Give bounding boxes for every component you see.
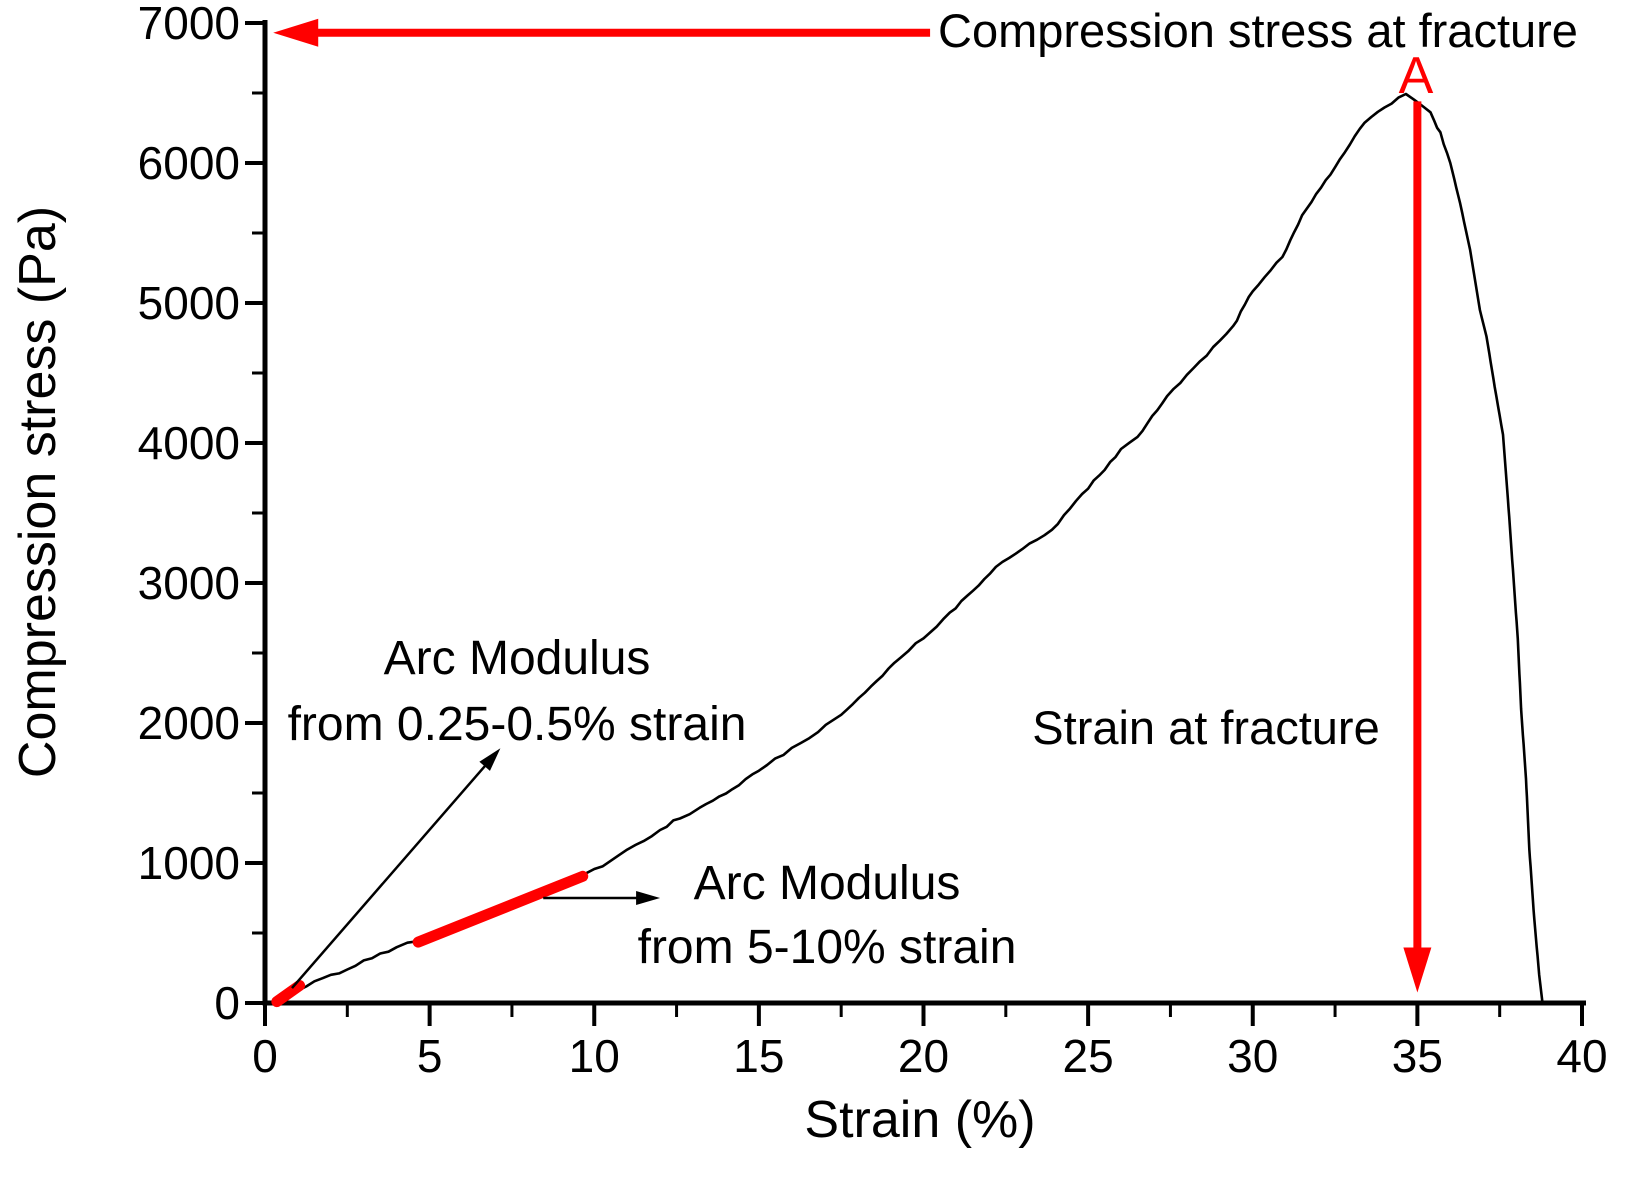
strain-at-fracture-arrow-head <box>1403 947 1432 993</box>
annotation-arc-modulus-025-05: Arc Modulus from 0.25-0.5% strain <box>288 626 747 758</box>
stress-strain-curve <box>274 92 1544 1005</box>
annotation-strain-at-fracture: Strain at fracture <box>1032 701 1380 754</box>
x-tick-label: 5 <box>416 1030 443 1082</box>
annotation-arc-modulus-5-10-line1: Arc Modulus <box>693 857 961 910</box>
y-tick-label: 3000 <box>137 557 240 609</box>
x-tick-label: 20 <box>897 1030 950 1082</box>
arc-modulus-segment-025-05 <box>271 980 306 1008</box>
annotation-arc-modulus-5-10: Arc Modulus from 5-10% strain <box>638 852 1017 980</box>
x-tick-label: 15 <box>733 1030 785 1082</box>
y-tick-label: 1000 <box>137 837 240 889</box>
y-tick-label: 7000 <box>137 0 240 49</box>
annotation-point-a-label: A <box>1398 47 1434 105</box>
y-tick-label: 2000 <box>137 697 240 749</box>
x-tick-label: 35 <box>1391 1030 1443 1082</box>
annotation-arc-modulus-5-10-line2: from 5-10% strain <box>637 921 1017 974</box>
compression-stress-at-fracture-arrow-head <box>273 18 319 47</box>
annotation-arc-modulus-025-05-line1: Arc Modulus <box>383 632 651 685</box>
x-tick-label: 40 <box>1556 1030 1608 1082</box>
y-tick-label: 6000 <box>137 137 240 189</box>
y-tick-label: 0 <box>214 977 240 1029</box>
x-tick-label: 30 <box>1227 1030 1279 1082</box>
annotation-arc-modulus-025-05-line2: from 0.25-0.5% strain <box>287 698 747 751</box>
y-tick-label: 5000 <box>137 277 240 329</box>
arc-modulus-1-arrow-shaft <box>291 763 487 989</box>
x-axis-title: Strain (%) <box>804 1091 1036 1149</box>
arc-modulus-2-arrow-head <box>636 891 661 905</box>
x-tick-label: 0 <box>252 1030 278 1082</box>
x-tick-label: 10 <box>568 1030 620 1082</box>
annotation-compression-stress-at-fracture: Compression stress at fracture <box>938 4 1578 57</box>
arc-modulus-segment-5-10 <box>412 870 589 948</box>
y-tick-label: 4000 <box>137 417 240 469</box>
x-tick-label: 25 <box>1062 1030 1114 1082</box>
arc-modulus-1-arrow-head <box>479 748 501 771</box>
